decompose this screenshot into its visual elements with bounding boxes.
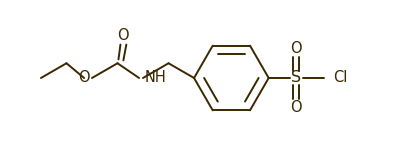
Text: NH: NH xyxy=(145,71,167,86)
Text: O: O xyxy=(290,100,302,115)
Text: O: O xyxy=(78,71,90,86)
Text: Cl: Cl xyxy=(334,71,348,86)
Text: S: S xyxy=(291,71,301,86)
Text: O: O xyxy=(290,41,302,56)
Text: O: O xyxy=(118,28,129,43)
